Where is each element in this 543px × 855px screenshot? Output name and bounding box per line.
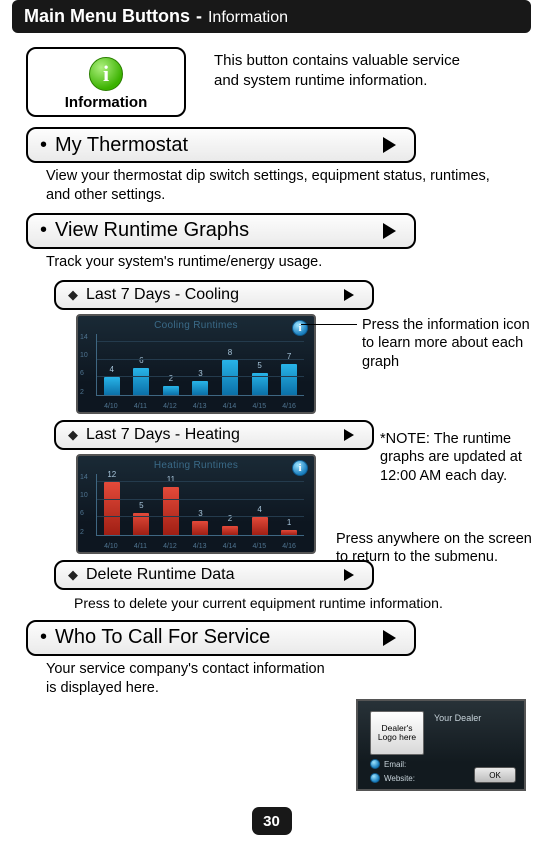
delete-runtime-label: Delete Runtime Data bbox=[86, 566, 235, 584]
view-runtime-desc: Track your system's runtime/energy usage… bbox=[46, 253, 517, 272]
chevron-right-icon bbox=[344, 569, 354, 581]
chevron-right-icon bbox=[344, 289, 354, 301]
cooling-runtime-graph[interactable]: Cooling Runtimes i 141062 4623857 4/104/… bbox=[76, 314, 316, 414]
header-main: Main Menu Buttons bbox=[24, 6, 190, 27]
dealer-panel-title: Your Dealer bbox=[434, 713, 481, 723]
intro-body: This button contains valuable service an… bbox=[214, 47, 484, 92]
my-thermostat-label: My Thermostat bbox=[55, 134, 188, 157]
who-to-call-button[interactable]: •Who To Call For Service bbox=[26, 620, 416, 656]
last7-cooling-button[interactable]: ◆Last 7 Days - Cooling bbox=[54, 280, 374, 310]
dealer-info-preview[interactable]: Dealer's Logo here Your Dealer Email: We… bbox=[356, 699, 526, 791]
header-sub: Information bbox=[208, 9, 288, 27]
my-thermostat-desc: View your thermostat dip switch settings… bbox=[46, 167, 517, 205]
chevron-right-icon bbox=[383, 223, 396, 239]
return-note: Press anywhere on the screen to return t… bbox=[336, 530, 543, 568]
view-runtime-button[interactable]: •View Runtime Graphs bbox=[26, 213, 416, 249]
cooling-graph-title: Cooling Runtimes bbox=[78, 320, 314, 331]
chevron-right-icon bbox=[344, 429, 354, 441]
delete-runtime-desc: Press to delete your current equipment r… bbox=[74, 594, 517, 612]
header-dash: - bbox=[196, 6, 202, 27]
view-runtime-label: View Runtime Graphs bbox=[55, 219, 249, 242]
globe-icon bbox=[370, 773, 380, 783]
chevron-right-icon bbox=[383, 630, 396, 646]
page-number-badge: 30 bbox=[252, 807, 292, 835]
heating-graph-title: Heating Runtimes bbox=[78, 460, 314, 471]
info-icon-note: Press the information icon to learn more… bbox=[362, 316, 532, 373]
last7-heating-button[interactable]: ◆Last 7 Days - Heating bbox=[54, 420, 374, 450]
callout-line bbox=[301, 324, 357, 325]
last7-heating-label: Last 7 Days - Heating bbox=[86, 426, 240, 444]
chevron-right-icon bbox=[383, 137, 396, 153]
page-header: Main Menu Buttons - Information bbox=[12, 0, 531, 33]
update-note: *NOTE: The runtime graphs are updated at… bbox=[380, 430, 543, 487]
ok-button[interactable]: OK bbox=[474, 767, 516, 783]
information-button-label: Information bbox=[65, 94, 148, 111]
who-to-call-label: Who To Call For Service bbox=[55, 626, 270, 649]
my-thermostat-button[interactable]: •My Thermostat bbox=[26, 127, 416, 163]
information-button-illustration: i Information bbox=[26, 47, 186, 117]
delete-runtime-button[interactable]: ◆Delete Runtime Data bbox=[54, 560, 374, 590]
who-to-call-desc: Your service company's contact informati… bbox=[46, 660, 326, 698]
dealer-logo-placeholder: Dealer's Logo here bbox=[370, 711, 424, 755]
heating-runtime-graph[interactable]: Heating Runtimes i 141062 125113241 4/10… bbox=[76, 454, 316, 554]
dealer-website-row: Website: bbox=[370, 773, 415, 783]
info-icon: i bbox=[89, 57, 123, 91]
last7-cooling-label: Last 7 Days - Cooling bbox=[86, 286, 239, 304]
